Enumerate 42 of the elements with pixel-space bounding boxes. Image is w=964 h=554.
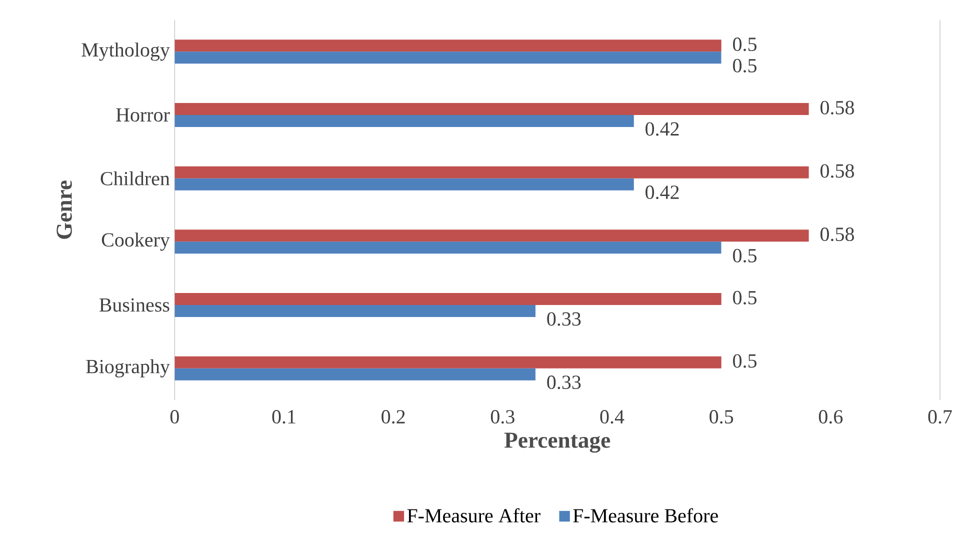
y-tick-label: Children (100, 171, 170, 186)
x-tick-label: 0.1 (272, 410, 296, 424)
data-label: 0.5 (733, 38, 756, 52)
data-label: 0.5 (733, 354, 756, 368)
y-tick-label: Mythology (82, 42, 170, 61)
data-label: 0.58 (820, 228, 854, 242)
bar (174, 356, 722, 368)
data-label: 0.58 (820, 164, 854, 178)
bar (174, 230, 809, 242)
bar (174, 115, 634, 128)
bar (174, 52, 722, 64)
legend-label: F-Measure After (407, 508, 540, 522)
y-tick-label: Business (99, 298, 170, 312)
y-tick-label: Cookery (102, 232, 170, 251)
data-label: 0.33 (547, 312, 581, 326)
data-label: 0.33 (547, 376, 581, 390)
legend-label: F-Measure Before (573, 508, 718, 522)
bar (174, 103, 809, 116)
x-tick-label: 0.5 (710, 410, 734, 424)
x-axis-title: Percentage (504, 432, 610, 453)
bar (174, 293, 722, 306)
y-tick-label: Biography (86, 359, 170, 378)
bar (174, 40, 722, 52)
x-tick-label: 0.3 (490, 410, 514, 424)
bar (174, 242, 722, 254)
x-tick-label: 0.7 (928, 410, 952, 424)
x-tick-label: 0.6 (818, 410, 843, 424)
data-label: 0.42 (646, 122, 679, 136)
x-tick-label: 0 (170, 410, 179, 424)
y-axis-title: Genre (56, 180, 72, 239)
bar (174, 368, 536, 380)
x-tick-label: 0.4 (600, 410, 624, 424)
data-label: 0.42 (646, 186, 679, 200)
data-label: 0.5 (733, 248, 756, 262)
data-label: 0.58 (820, 100, 854, 114)
bar (174, 166, 809, 178)
bar (174, 305, 536, 318)
y-tick-label: Horror (116, 108, 170, 122)
x-tick-label: 0.2 (382, 410, 405, 424)
bar (174, 178, 634, 190)
data-label: 0.5 (733, 290, 756, 304)
data-label: 0.5 (733, 58, 756, 72)
